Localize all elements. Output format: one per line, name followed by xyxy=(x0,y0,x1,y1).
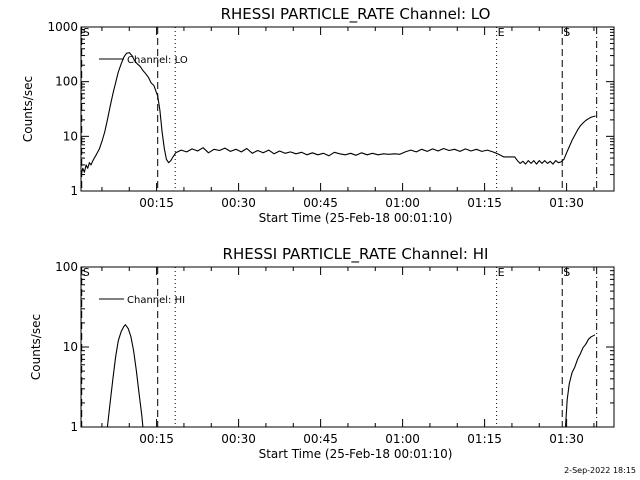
x-tick-label: 00:30 xyxy=(221,196,256,210)
panel-channel-hi: RHESSI PARTICLE_RATE Channel: HI 1 10 100 00… xyxy=(29,245,615,461)
y-tick-label: 1 xyxy=(70,420,78,434)
x-axis-label: Start Time (25-Feb-18 00:01:10) xyxy=(259,447,453,461)
y-tick-label: 10 xyxy=(63,129,78,143)
event-marker-label: E xyxy=(498,26,505,39)
y-tick-label: 1 xyxy=(70,184,78,198)
x-tick-label: 00:45 xyxy=(303,432,338,446)
x-tick-label: 00:30 xyxy=(221,432,256,446)
data-series-line xyxy=(564,334,596,428)
event-marker-label: S xyxy=(83,26,90,39)
x-tick-label: 00:15 xyxy=(139,432,174,446)
x-tick-label: 01:15 xyxy=(467,432,502,446)
event-marker-label: S xyxy=(563,26,570,39)
x-tick-label: 00:15 xyxy=(139,196,174,210)
chart-title: RHESSI PARTICLE_RATE Channel: HI xyxy=(223,245,489,264)
y-tick-label: 100 xyxy=(55,260,78,274)
y-axis-label: Counts/sec xyxy=(29,314,43,380)
legend-label: Channel: HI xyxy=(127,295,185,306)
x-tick-label: 01:15 xyxy=(467,196,502,210)
data-series-line xyxy=(106,324,144,428)
event-marker-label: S xyxy=(563,266,570,279)
y-tick-label: 1000 xyxy=(47,20,78,34)
x-tick-label: 00:45 xyxy=(303,196,338,210)
y-tick-label: 10 xyxy=(63,340,78,354)
y-axis-label: Counts/sec xyxy=(21,76,35,142)
event-marker-label: S xyxy=(83,266,90,279)
x-tick-label: 01:30 xyxy=(549,196,584,210)
event-marker-label: E xyxy=(498,266,505,279)
legend-label: Channel: LO xyxy=(127,55,188,66)
data-series-line xyxy=(80,52,596,175)
x-tick-label: 01:30 xyxy=(549,432,584,446)
y-tick-label: 100 xyxy=(55,75,78,89)
chart-title: RHESSI PARTICLE_RATE Channel: LO xyxy=(221,5,491,24)
x-axis-label: Start Time (25-Feb-18 00:01:10) xyxy=(259,211,453,225)
panel-channel-lo: RHESSI PARTICLE_RATE Channel: LO 1 10 100 10… xyxy=(21,5,615,225)
footer-timestamp: 2-Sep-2022 18:15 xyxy=(564,466,636,475)
x-tick-label: 01:00 xyxy=(385,432,420,446)
x-tick-label: 01:00 xyxy=(385,196,420,210)
